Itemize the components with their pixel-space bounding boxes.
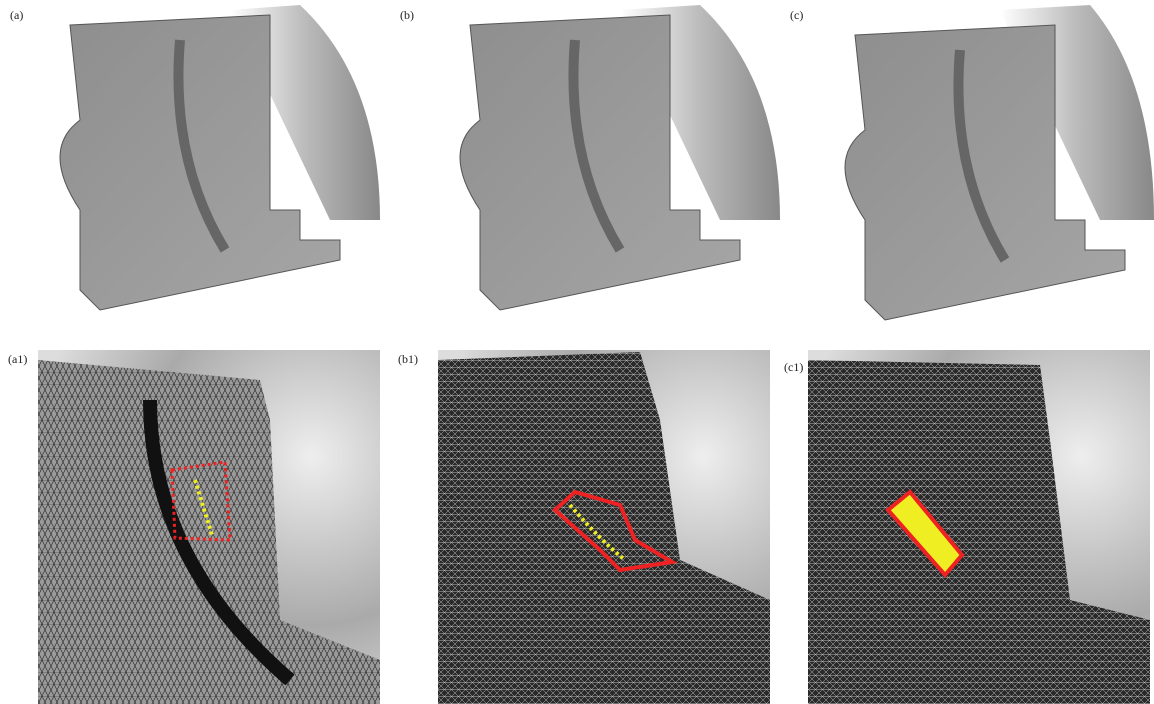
panel-label: (a1) [8,352,27,366]
panel-a1 [38,350,380,704]
panel-b1 [438,350,770,704]
panel-a [60,5,380,310]
panel-label: (b1) [398,352,418,366]
panel-label: (a) [10,8,23,22]
panel-c [845,5,1154,320]
figure: (a) (b) (c) (a1) (b1) (c1) [0,0,1154,704]
panel-b [460,5,780,310]
panel-label: (c) [790,8,803,22]
panel-label: (c1) [784,360,803,374]
panel-c1 [808,350,1150,704]
panel-label: (b) [400,8,414,22]
